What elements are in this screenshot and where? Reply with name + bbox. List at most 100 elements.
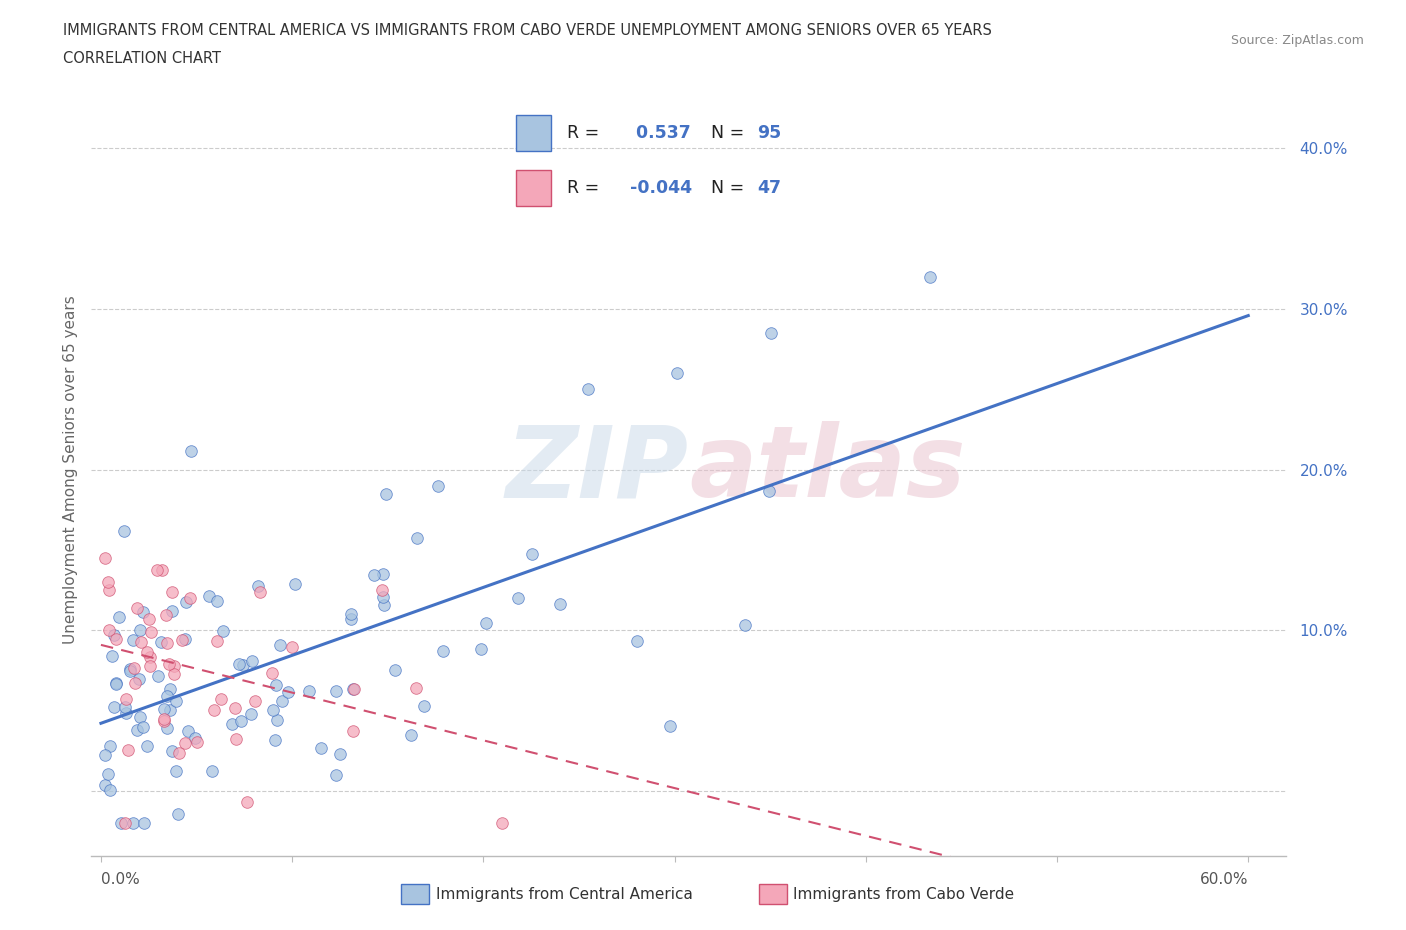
Point — [150, 563, 173, 578]
Point — [179, 591, 201, 605]
Point — [163, 658, 186, 673]
Point — [153, 711, 176, 726]
Point — [221, 717, 243, 732]
Point — [363, 568, 385, 583]
Point — [98, 738, 121, 753]
Point — [548, 596, 571, 611]
Point — [166, 806, 188, 821]
Point — [117, 742, 139, 757]
Point — [115, 692, 138, 707]
Point — [734, 618, 756, 632]
Point — [239, 707, 262, 722]
Point — [118, 663, 141, 678]
Point — [325, 768, 347, 783]
Point — [262, 703, 284, 718]
Point — [148, 669, 170, 684]
Point — [104, 631, 127, 646]
Point — [406, 530, 429, 545]
Point — [342, 682, 364, 697]
Point — [198, 588, 221, 603]
Point — [118, 661, 141, 676]
Point — [122, 816, 145, 830]
Point — [325, 684, 347, 698]
Point — [207, 593, 229, 608]
Point — [107, 610, 129, 625]
Point — [277, 684, 299, 699]
Point — [626, 634, 648, 649]
Point — [264, 677, 287, 692]
Point — [266, 712, 288, 727]
Point — [160, 604, 183, 618]
Point — [122, 660, 145, 675]
Point — [281, 640, 304, 655]
Point — [129, 634, 152, 649]
Point — [114, 524, 136, 538]
Point — [578, 382, 600, 397]
Text: Source: ZipAtlas.com: Source: ZipAtlas.com — [1230, 34, 1364, 47]
Point — [184, 731, 207, 746]
Point — [209, 691, 232, 706]
Point — [98, 623, 121, 638]
Point — [658, 718, 681, 733]
Point — [413, 699, 436, 714]
Point — [156, 635, 179, 650]
Point — [150, 634, 173, 649]
Point — [264, 733, 287, 748]
Text: CORRELATION CHART: CORRELATION CHART — [63, 51, 221, 66]
Point — [373, 597, 395, 612]
Point — [180, 444, 202, 458]
Point — [94, 777, 117, 792]
Point — [343, 682, 366, 697]
Point — [153, 702, 176, 717]
Point — [153, 713, 176, 728]
Point — [129, 710, 152, 724]
Point — [174, 631, 197, 646]
Point — [115, 705, 138, 720]
Point — [225, 731, 247, 746]
Point — [155, 608, 177, 623]
Point — [163, 667, 186, 682]
Point — [340, 606, 363, 621]
Text: atlas: atlas — [689, 421, 966, 518]
Point — [122, 633, 145, 648]
Point — [103, 627, 125, 642]
Point — [236, 794, 259, 809]
Point — [94, 748, 117, 763]
Point — [432, 644, 454, 658]
Point — [156, 721, 179, 736]
Point — [114, 816, 136, 830]
Text: 60.0%: 60.0% — [1199, 871, 1249, 886]
Point — [146, 563, 169, 578]
Point — [174, 595, 197, 610]
Text: 0.0%: 0.0% — [101, 871, 139, 886]
Point — [128, 622, 150, 637]
Point — [508, 591, 530, 605]
Point — [269, 638, 291, 653]
Point — [114, 699, 136, 714]
Point — [97, 575, 120, 590]
Text: IMMIGRANTS FROM CENTRAL AMERICA VS IMMIGRANTS FROM CABO VERDE UNEMPLOYMENT AMONG: IMMIGRANTS FROM CENTRAL AMERICA VS IMMIG… — [63, 23, 993, 38]
Point — [103, 700, 125, 715]
Point — [135, 644, 157, 659]
Point — [101, 649, 124, 664]
Point — [201, 764, 224, 778]
Point — [162, 743, 184, 758]
Point — [138, 611, 160, 626]
Point — [520, 547, 543, 562]
Point — [186, 735, 208, 750]
Point — [918, 270, 941, 285]
Text: Immigrants from Central America: Immigrants from Central America — [436, 887, 693, 902]
Point — [139, 650, 162, 665]
Point — [224, 701, 246, 716]
Point — [104, 676, 127, 691]
Point — [405, 680, 427, 695]
Point — [172, 632, 194, 647]
Point — [247, 578, 270, 593]
Point — [167, 745, 190, 760]
Point — [284, 577, 307, 591]
Point — [232, 658, 254, 672]
Point — [491, 816, 513, 830]
Point — [427, 478, 450, 493]
Point — [131, 604, 153, 619]
Point — [384, 662, 406, 677]
